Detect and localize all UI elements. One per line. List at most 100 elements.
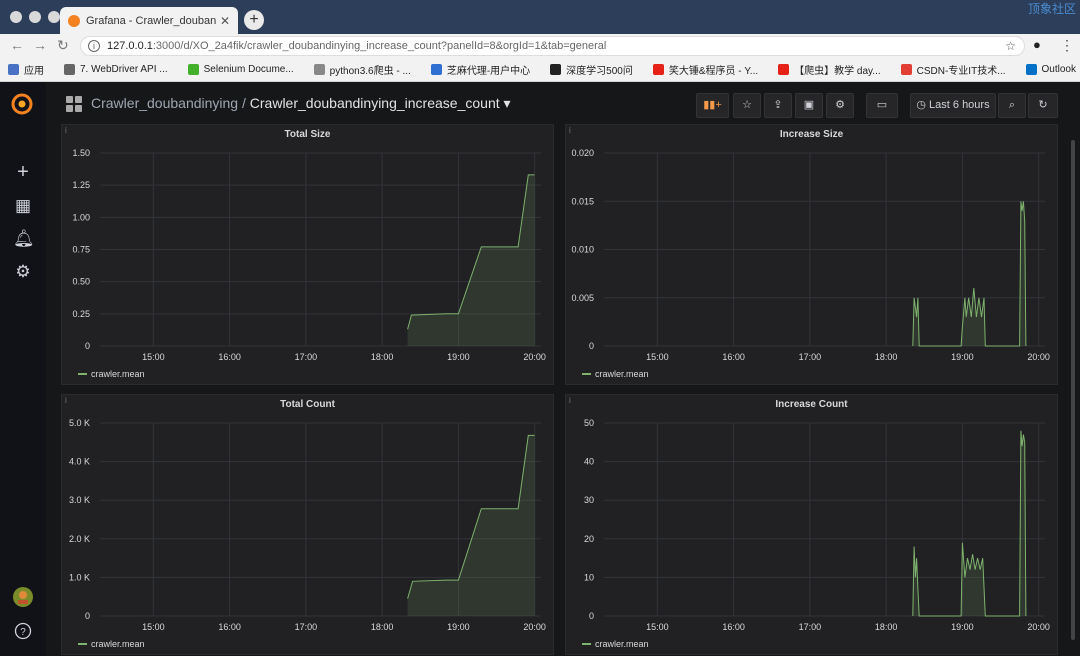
chart-svg: 0 1.0 K 2.0 K 3.0 K 4.0 K 5.0 K 15:00 16:00 17:0…	[69, 418, 546, 632]
grafana-sidebar: + ▦ 🔔︎ ⚙ ?	[0, 82, 46, 656]
save-button[interactable]: ▣	[795, 93, 823, 118]
user-avatar[interactable]	[12, 586, 34, 608]
page-icon	[313, 64, 325, 75]
panel-title[interactable]: Total Count	[280, 399, 335, 410]
window-controls[interactable]	[10, 11, 60, 23]
y-tick-label: 40	[584, 457, 594, 467]
panel-total-size[interactable]: i Total Size 0 0.25 0.50 0.75 1.00 1.25 1.50 15:0…	[61, 124, 554, 385]
legend-item[interactable]: crawler.mean	[582, 369, 649, 379]
series-line	[912, 201, 1027, 347]
panel-increase-count[interactable]: i Increase Count 0 10 20 30 40 50 15:00 16:00 17:0…	[565, 394, 1058, 655]
dashboard-grid-icon	[66, 96, 82, 112]
settings-gear-button[interactable]: ⚙	[826, 93, 854, 118]
bookmark-item[interactable]: 笑大锤&程序员 - Y...	[652, 62, 758, 77]
panel-total-count[interactable]: i Total Count 0 1.0 K 2.0 K 3.0 K 4.0 K 5.0 K 15…	[61, 394, 554, 655]
bookmark-item[interactable]: 7. WebDriver API ...	[64, 64, 168, 75]
refresh-button[interactable]: ↻	[1028, 93, 1058, 118]
x-tick-label: 16:00	[218, 622, 241, 632]
y-tick-label: 0.020	[571, 148, 594, 158]
add-panel-button[interactable]: ▮▮+	[696, 93, 729, 118]
panel-title[interactable]: Increase Count	[775, 399, 848, 410]
bookmark-item[interactable]: 深度学习500问	[550, 62, 633, 77]
y-tick-label: 1.00	[72, 212, 90, 222]
reload-icon[interactable]: ↻	[57, 37, 69, 53]
bookmarks-bar: 应用 7. WebDriver API ... Selenium Docume...…	[0, 58, 1080, 82]
create-plus-icon[interactable]: +	[17, 161, 29, 183]
y-tick-label: 1.50	[72, 148, 90, 158]
share-button[interactable]: ⇪	[764, 93, 792, 118]
bookmark-item[interactable]: CSDN-专业IT技术...	[900, 62, 1006, 77]
y-tick-label: 0.75	[72, 245, 90, 255]
y-tick-label: 0	[85, 611, 90, 621]
panel-increase-size[interactable]: i Increase Size 0 0.005 0.010 0.015 0.020 15:00…	[565, 124, 1058, 385]
tv-mode-button[interactable]: ▭	[866, 93, 898, 118]
legend-item[interactable]: crawler.mean	[78, 369, 145, 379]
menu-kebab-icon[interactable]: ⋮	[1060, 37, 1074, 53]
panel-info-icon[interactable]: i	[569, 396, 571, 405]
breadcrumb-separator: /	[238, 95, 250, 111]
legend-item[interactable]: crawler.mean	[78, 639, 145, 649]
alerting-bell-icon[interactable]: 🔔︎	[13, 229, 35, 248]
site-info-icon[interactable]: i	[88, 40, 100, 52]
legend-item[interactable]: crawler.mean	[582, 639, 649, 649]
x-tick-label: 18:00	[371, 622, 394, 632]
maximize-window-button[interactable]	[48, 11, 60, 23]
chart-svg: 0 0.005 0.010 0.015 0.020 15:00 16:00 17:00 18:0…	[571, 148, 1049, 362]
url-path: :3000/d/XO_2a4fik/crawler_doubandinying_…	[152, 40, 607, 52]
series-line	[912, 430, 1027, 617]
y-tick-label: 0	[589, 611, 594, 621]
panel-info-icon[interactable]: i	[65, 396, 67, 405]
x-tick-label: 18:00	[875, 622, 898, 632]
browser-toolbar: ← → ↻ i 127.0.0.1:3000/d/XO_2a4fik/crawl…	[0, 34, 1080, 58]
x-tick-label: 15:00	[142, 622, 165, 632]
y-tick-label: 0.015	[571, 196, 594, 206]
y-tick-label: 10	[584, 572, 594, 582]
panel-title[interactable]: Increase Size	[779, 129, 844, 140]
address-bar[interactable]: i 127.0.0.1:3000/d/XO_2a4fik/crawler_dou…	[80, 36, 1025, 56]
dashboard-title[interactable]: Crawler_doubandinying_increase_count	[249, 95, 500, 111]
selenium-icon	[187, 64, 199, 75]
panel-title[interactable]: Total Size	[284, 129, 331, 140]
y-tick-label: 4.0 K	[69, 457, 90, 467]
folder-link[interactable]: Crawler_doubandinying	[91, 95, 239, 111]
bookmark-label: 深度学习500问	[566, 66, 633, 77]
series-area	[912, 430, 1026, 616]
y-tick-label: 0	[589, 341, 594, 351]
grafana-favicon-icon	[68, 14, 80, 27]
bookmark-item[interactable]: 应用	[8, 62, 44, 77]
panel-info-icon[interactable]: i	[569, 126, 571, 135]
bookmark-item[interactable]: python3.6爬虫 - ...	[313, 62, 411, 77]
close-window-button[interactable]	[10, 11, 22, 23]
star-button[interactable]: ☆	[733, 93, 761, 118]
minimize-window-button[interactable]	[29, 11, 41, 23]
dashboards-icon[interactable]: ▦	[14, 196, 32, 215]
new-tab-button[interactable]: +	[244, 10, 264, 30]
bookmark-item[interactable]: 【爬虫】教学 day...	[778, 62, 881, 77]
x-tick-label: 16:00	[722, 352, 745, 362]
scrollbar[interactable]	[1071, 140, 1075, 640]
x-tick-label: 17:00	[799, 352, 822, 362]
close-tab-icon[interactable]: ✕	[219, 13, 230, 28]
panel-info-icon[interactable]: i	[65, 126, 67, 135]
time-picker-button[interactable]: ◷ Last 6 hours	[910, 93, 996, 118]
help-icon[interactable]: ?	[14, 622, 32, 640]
legend-label: crawler.mean	[91, 639, 145, 649]
profile-icon[interactable]: ●	[1033, 37, 1041, 52]
x-tick-label: 19:00	[951, 622, 974, 632]
breadcrumb[interactable]: Crawler_doubandinying / Crawler_doubandi…	[91, 95, 511, 112]
dashboard-header: Crawler_doubandinying / Crawler_doubandi…	[46, 82, 1080, 124]
bookmark-star-icon[interactable]: ☆	[1005, 39, 1016, 53]
forward-icon[interactable]: →	[33, 37, 47, 53]
y-tick-label: 5.0 K	[69, 418, 90, 428]
x-tick-label: 17:00	[295, 622, 318, 632]
caret-down-icon[interactable]: ▾	[499, 95, 511, 111]
bookmark-item[interactable]: 芝麻代理-用户中心	[430, 62, 530, 77]
zoom-out-button[interactable]: ⌕	[998, 93, 1026, 118]
bookmark-item[interactable]: Outlook	[1025, 64, 1076, 75]
back-icon[interactable]: ←	[10, 37, 24, 53]
y-tick-label: 1.0 K	[69, 572, 90, 582]
browser-tab[interactable]: Grafana - Crawler_doubandinying ✕	[60, 7, 238, 34]
configuration-gear-icon[interactable]: ⚙	[15, 262, 31, 281]
grafana-logo-icon[interactable]	[10, 92, 34, 116]
bookmark-item[interactable]: Selenium Docume...	[187, 64, 294, 75]
